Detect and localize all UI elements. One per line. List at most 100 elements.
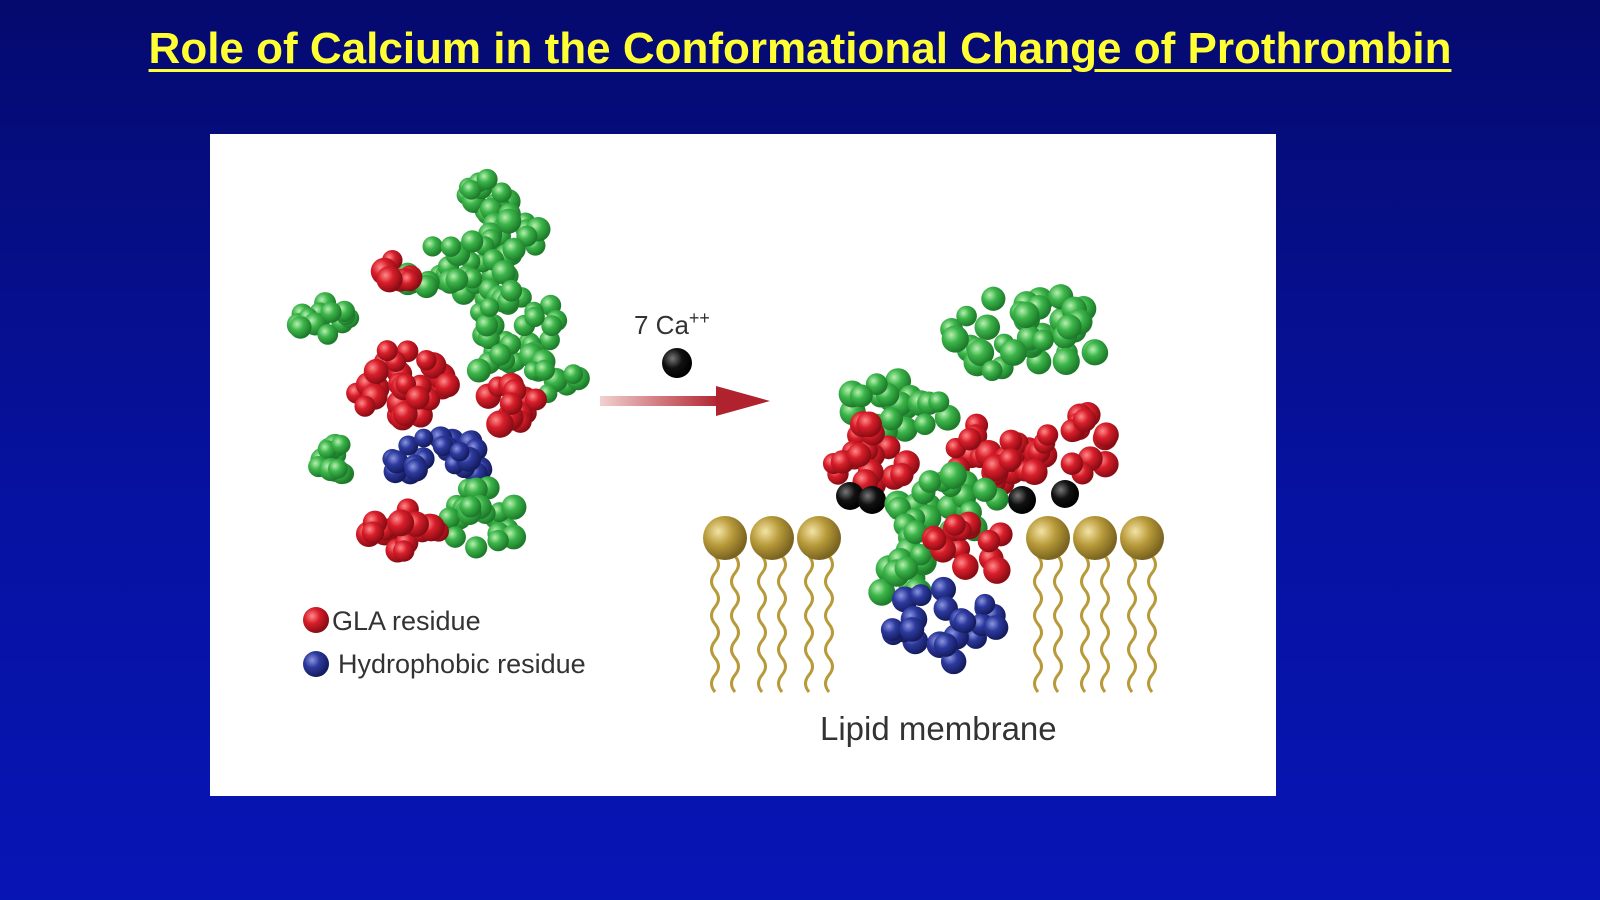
hydrophobic-residue-atom [975, 594, 996, 615]
gla-residue-atom [958, 428, 981, 451]
protein-atom-green [1053, 348, 1080, 375]
protein-atom-green [975, 314, 1001, 340]
hydrophobic-residue-atom [900, 617, 925, 642]
protein-atom-green [441, 236, 461, 256]
lipid-head [1026, 516, 1070, 560]
gla-residue-atom [983, 557, 1010, 584]
lipid-tail [1035, 556, 1042, 692]
gla-residue-atom [1037, 424, 1058, 445]
gla-residue-atom [364, 359, 389, 384]
lipid-head [797, 516, 841, 560]
hydrophobic-residue-atom [934, 633, 958, 657]
gla-residue-atom [952, 553, 979, 580]
prothrombin-molecule-before [287, 169, 590, 563]
calcium-ion-bound [1008, 486, 1036, 514]
gla-residue-atom [362, 521, 384, 543]
gla-residue-atom [925, 529, 947, 551]
legend-hydrophobic-label: Hydrophobic residue [338, 649, 586, 679]
gla-residue-atom [978, 530, 1000, 552]
legend: GLA residue Hydrophobic residue [303, 606, 586, 679]
figure-panel: 7 Ca++ GLA residue Hydrophobic residue L… [210, 134, 1276, 796]
lipid-tail [1149, 556, 1156, 692]
protein-atom-green [328, 459, 348, 479]
gla-residue-atom [847, 443, 871, 467]
calcium-ion-bound [1051, 480, 1079, 508]
protein-atom-green [1013, 302, 1040, 329]
hydrophobic-residue-atom [405, 458, 428, 481]
lipid-tail [1055, 556, 1062, 692]
protein-atom-green [524, 307, 544, 327]
prothrombin-molecule-after [823, 284, 1119, 674]
protein-atom-green [331, 435, 350, 454]
lipid-head [1120, 516, 1164, 560]
protein-atom-green [487, 530, 508, 551]
lipid-tail [1102, 556, 1109, 692]
protein-atom-green [501, 495, 526, 520]
gla-residue-atom [393, 540, 414, 561]
protein-atom-green [1032, 330, 1053, 351]
prothrombin-diagram: 7 Ca++ GLA residue Hydrophobic residue L… [210, 134, 1276, 796]
protein-atom-green [982, 360, 1003, 381]
gla-residue-atom [1061, 452, 1084, 475]
protein-atom-green [496, 209, 521, 234]
hydrophobic-residue-atom [984, 615, 1009, 640]
protein-atom-green [895, 557, 919, 581]
protein-atom-green [1084, 341, 1108, 365]
lipid-tail [1129, 556, 1136, 692]
conformational-change-arrow [600, 386, 770, 416]
protein-atom-green [480, 298, 499, 317]
lipid-tail [826, 556, 833, 692]
gla-residue-atom [890, 463, 913, 486]
protein-atom-green [321, 302, 342, 323]
lipid-tail [759, 556, 766, 692]
lipid-tail [732, 556, 739, 692]
protein-atom-green [500, 280, 522, 302]
legend-gla-swatch [303, 607, 329, 633]
gla-residue-atom [999, 448, 1022, 471]
protein-atom-green [939, 462, 967, 490]
protein-atom-green [317, 324, 338, 345]
lipid-head [750, 516, 794, 560]
hydrophobic-residue-atom [954, 611, 977, 634]
protein-atom-green [928, 391, 949, 412]
gla-residue-atom [944, 514, 966, 536]
gla-residue-atom [435, 372, 460, 397]
protein-atom-green [942, 325, 969, 352]
calcium-ion [662, 348, 692, 378]
protein-atom-green [880, 407, 903, 430]
protein-atom-green [477, 169, 498, 190]
slide-title: Role of Calcium in the Conformational Ch… [0, 24, 1600, 74]
protein-atom-green [973, 478, 997, 502]
protein-atom-green [914, 413, 936, 435]
gla-residue-atom [376, 266, 402, 292]
membrane-label: Lipid membrane [820, 710, 1057, 747]
protein-atom-green [289, 316, 311, 338]
hydrophobic-residue-atom [414, 429, 433, 448]
protein-atom-green [461, 230, 483, 252]
lipid-tail [1082, 556, 1089, 692]
gla-residue-atom [406, 386, 430, 410]
gla-residue-atom [416, 350, 436, 370]
lipid-tail [712, 556, 719, 692]
protein-atom-green [465, 536, 487, 558]
gla-residue-atom [1073, 408, 1097, 432]
protein-atom-green [919, 470, 942, 493]
protein-atom-green [446, 268, 469, 291]
gla-residue-atom [1094, 422, 1119, 447]
gla-residue-atom [1021, 459, 1047, 485]
protein-atom-green [981, 287, 1005, 311]
protein-atom-green [1057, 314, 1082, 339]
gla-residue-atom [486, 410, 513, 437]
protein-atom-green [502, 238, 525, 261]
protein-atom-green [956, 306, 977, 327]
gla-residue-atom [387, 510, 414, 537]
protein-atom-green [489, 344, 511, 366]
gla-residue-atom [377, 340, 398, 361]
protein-atom-green [534, 360, 555, 381]
protein-atom-green [850, 384, 873, 407]
protein-atom-green [476, 314, 499, 337]
protein-atom-green [467, 358, 491, 382]
protein-atom-green [422, 236, 442, 256]
lipid-tail [779, 556, 786, 692]
legend-gla-label: GLA residue [332, 606, 481, 636]
